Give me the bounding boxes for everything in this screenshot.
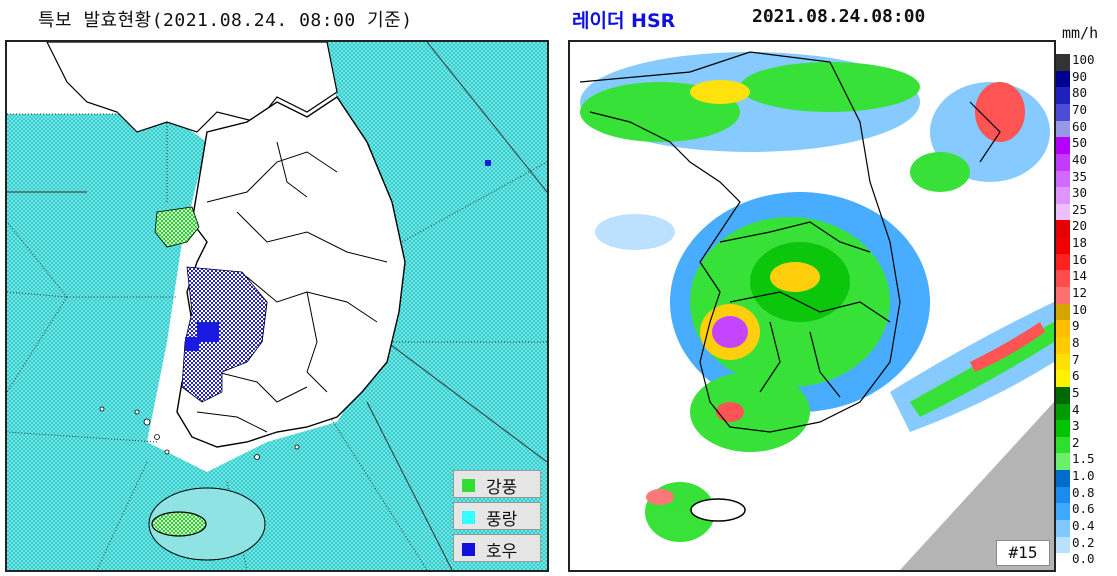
radar-map: #15 xyxy=(568,40,1056,572)
legend-label: 호우 xyxy=(486,542,518,562)
legend-label: 풍랑 xyxy=(486,510,518,530)
scale-band xyxy=(1056,386,1070,405)
rain-echoes xyxy=(580,52,1054,542)
coastlines xyxy=(579,51,1001,433)
scale-band xyxy=(1056,170,1070,188)
scale-tick-label: 7 xyxy=(1072,351,1080,367)
radar-timestamp: 2021.08.24.08:00 xyxy=(752,6,926,27)
strong-wind-swatch xyxy=(462,479,475,492)
scale-tick-label: 35 xyxy=(1072,168,1088,184)
scale-tick-label: 18 xyxy=(1072,235,1088,251)
scale-band xyxy=(1056,320,1070,338)
scale-tick-label: 90 xyxy=(1072,68,1088,84)
scale-band xyxy=(1056,153,1070,171)
scale-tick-label: 0.6 xyxy=(1072,501,1095,517)
scale-band xyxy=(1056,87,1070,105)
scale-band xyxy=(1056,353,1070,371)
scale-band xyxy=(1056,303,1070,321)
scale-tick-label: 60 xyxy=(1072,118,1088,134)
legend-high-seas: 풍랑 xyxy=(453,502,541,530)
scale-band xyxy=(1056,220,1070,238)
scale-band xyxy=(1056,287,1070,305)
scale-tick-label: 3 xyxy=(1072,418,1080,434)
scale-tick-label: 100 xyxy=(1072,52,1095,67)
sea-warning-zone-west xyxy=(7,114,547,570)
scale-band xyxy=(1056,187,1070,205)
high-seas-swatch xyxy=(462,511,475,524)
weather-warning-map: 강풍 풍랑 호우 xyxy=(5,40,549,572)
scale-band xyxy=(1056,253,1070,271)
scale-band xyxy=(1056,336,1070,355)
legend-label: 강풍 xyxy=(486,478,518,498)
scale-tick-label: 10 xyxy=(1072,301,1088,317)
warning-map-title: 특보 발효현황(2021.08.24. 08:00 기준) xyxy=(38,10,413,31)
scale-tick-label: 20 xyxy=(1072,218,1088,234)
scale-tick-label: 8 xyxy=(1072,334,1080,350)
no-data-region xyxy=(900,402,1054,570)
scale-band xyxy=(1056,237,1070,255)
scale-band xyxy=(1056,203,1070,221)
scale-tick-label: 4 xyxy=(1072,401,1080,417)
scale-band xyxy=(1056,403,1070,421)
scale-band xyxy=(1056,553,1070,571)
scale-tick-label: 16 xyxy=(1072,251,1088,267)
scale-band xyxy=(1056,436,1070,454)
scale-band xyxy=(1056,453,1070,471)
rain-rate-color-scale xyxy=(1056,40,1070,572)
scale-tick-label: 1.0 xyxy=(1072,468,1095,484)
radar-map-svg xyxy=(579,51,1054,570)
scale-tick-label: 2 xyxy=(1072,434,1080,450)
warning-map-svg xyxy=(7,42,547,570)
radar-title: 레이더 HSR xyxy=(572,10,676,32)
scale-tick-label: 12 xyxy=(1072,285,1088,301)
heavy-rain-core xyxy=(197,322,219,342)
heavy-rain-swatch xyxy=(462,543,475,556)
scale-band xyxy=(1056,137,1070,155)
scale-tick-label: 25 xyxy=(1072,201,1088,217)
scale-tick-label: 40 xyxy=(1072,151,1088,167)
scale-tick-label: 0.2 xyxy=(1072,534,1095,550)
scale-band xyxy=(1056,270,1070,288)
scale-band xyxy=(1056,370,1070,388)
scale-tick-label: 30 xyxy=(1072,185,1088,201)
scale-tick-label: 0.4 xyxy=(1072,518,1095,534)
rain-rate-unit: mm/h xyxy=(1062,24,1099,42)
jeju-island xyxy=(151,511,207,537)
scale-band xyxy=(1056,520,1070,538)
scale-tick-label: 1.5 xyxy=(1072,451,1095,467)
scale-band xyxy=(1056,420,1070,438)
scale-band xyxy=(1056,470,1070,488)
scale-band xyxy=(1056,70,1070,88)
scale-tick-label: 0.8 xyxy=(1072,484,1095,500)
scale-band xyxy=(1056,486,1070,504)
scale-band xyxy=(1056,536,1070,554)
scale-tick-label: 80 xyxy=(1072,85,1088,101)
strong-wind-zone xyxy=(154,206,200,248)
sea-warning-zone-east xyxy=(327,42,547,342)
scale-band xyxy=(1056,120,1070,138)
frame-badge: #15 xyxy=(996,540,1050,566)
scale-tick-label: 9 xyxy=(1072,318,1080,334)
scale-tick-label: 70 xyxy=(1072,101,1088,117)
scale-tick-label: 0.0 xyxy=(1072,551,1095,567)
scale-tick-label: 5 xyxy=(1072,384,1080,400)
scale-tick-label: 50 xyxy=(1072,135,1088,151)
scale-band xyxy=(1056,503,1070,521)
scale-tick-label: 14 xyxy=(1072,268,1088,284)
jeju-island xyxy=(690,498,746,522)
scale-band xyxy=(1056,103,1070,122)
scale-tick-label: 6 xyxy=(1072,368,1080,384)
legend-heavy-rain: 호우 xyxy=(453,534,541,562)
legend-strong-wind: 강풍 xyxy=(453,470,541,498)
scale-band xyxy=(1056,54,1070,72)
